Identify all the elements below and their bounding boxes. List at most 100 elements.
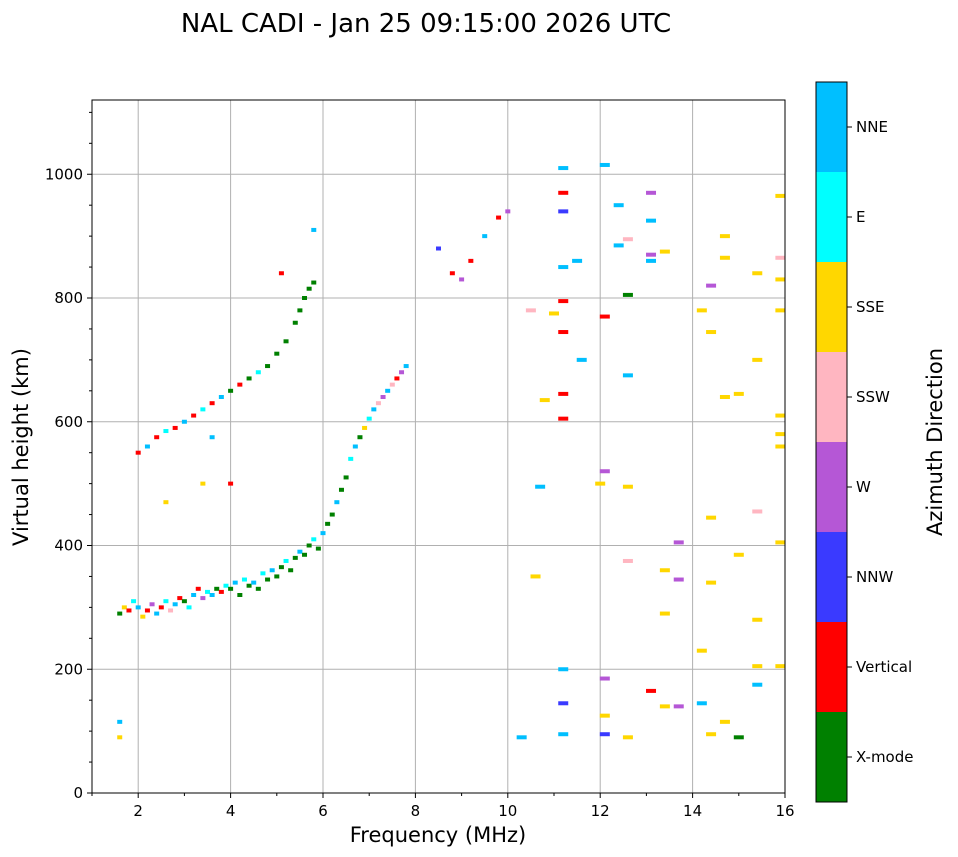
echo-point [218,395,224,399]
echo-point [334,500,340,505]
echo-point [302,552,308,557]
echo-point [539,398,550,403]
echo-point [366,416,372,421]
echo-point [181,419,187,424]
echo-point [181,599,187,604]
echo-point [719,255,730,260]
echo-point [274,351,280,356]
echo-point [172,602,178,607]
colorbar-segment [816,352,847,442]
echo-point [283,558,289,563]
colorbar: X-mode Vertical NNW W SSW SSE E NNE [815,81,913,803]
echo-point [775,193,786,198]
echo-point [752,617,763,622]
echo-point [278,271,284,276]
echo-point [733,735,744,740]
echo-point [572,258,583,263]
echo-point [288,568,294,573]
echo-point [558,299,569,304]
colorbar-tick-label: W [856,478,871,496]
echo-point [613,203,624,208]
echo-point [399,370,405,375]
echo-point [706,732,717,737]
echo-point [149,602,155,607]
y-axis-ticks: 0 200 400 600 800 1000 [45,111,92,802]
echo-point [209,435,215,440]
colorbar-tick-label: NNE [856,118,888,136]
y-tick-label: 400 [54,537,83,555]
echo-point [205,589,210,594]
echo-point [775,540,786,545]
echo-point [659,611,670,616]
echo-point [218,589,224,594]
echo-point [265,364,271,369]
colorbar-segment [816,622,847,712]
echo-point [389,382,395,387]
echo-point [775,432,786,437]
echo-point [200,407,206,412]
echo-point [719,234,730,239]
echo-point [311,227,317,232]
x-axis-ticks: 2 4 6 8 10 12 14 16 [91,793,795,820]
echo-point [209,593,215,597]
echo-point [278,565,284,570]
colorbar-frame [815,81,848,803]
echo-point [228,586,234,591]
echo-point [315,546,321,551]
echo-point [302,296,308,300]
echo-point [558,732,569,737]
echo-point [696,308,707,313]
echo-point [154,435,160,440]
echo-point [646,218,657,223]
colorbar-tick-label: E [856,208,865,226]
echo-point [297,549,303,554]
echo-point [237,593,243,597]
echo-point [659,568,670,573]
echo-point [505,209,511,214]
echo-point [622,292,633,297]
echo-point [265,577,271,582]
echo-point [558,209,569,214]
echo-point [599,162,610,167]
echo-point [752,682,763,687]
y-tick-label: 0 [73,784,83,802]
x-tick-label: 16 [775,802,794,820]
echo-point [209,401,215,406]
echo-point [595,481,606,486]
echo-point [535,484,546,489]
echo-point [558,190,569,195]
colorbar-segment [816,712,847,802]
echo-point [775,413,786,418]
echo-point [622,237,633,242]
echo-point [558,330,569,335]
echo-point [558,701,569,706]
echo-point [255,370,261,375]
echo-point [343,475,349,480]
echo-point [251,580,257,585]
echo-point [131,599,137,604]
echo-point [237,382,243,387]
echo-point [329,512,335,517]
echo-point [775,664,786,669]
echo-point [613,243,624,248]
echo-point [719,395,730,399]
echo-point [195,586,201,591]
echo-point [306,543,312,548]
echo-point [673,704,684,709]
echo-point [154,611,160,616]
echo-point [163,599,169,604]
echo-point [348,456,354,461]
colorbar-tick-label: X-mode [856,748,913,766]
echo-point [558,667,569,672]
echo-point [706,515,717,520]
echo-point [255,586,261,591]
echo-point [733,391,744,396]
echo-point [311,537,317,542]
echo-point [775,277,786,282]
echo-point [385,388,391,393]
echo-point [223,583,229,588]
y-tick-label: 600 [54,413,83,431]
echo-point [394,376,400,381]
echo-point [752,271,763,276]
